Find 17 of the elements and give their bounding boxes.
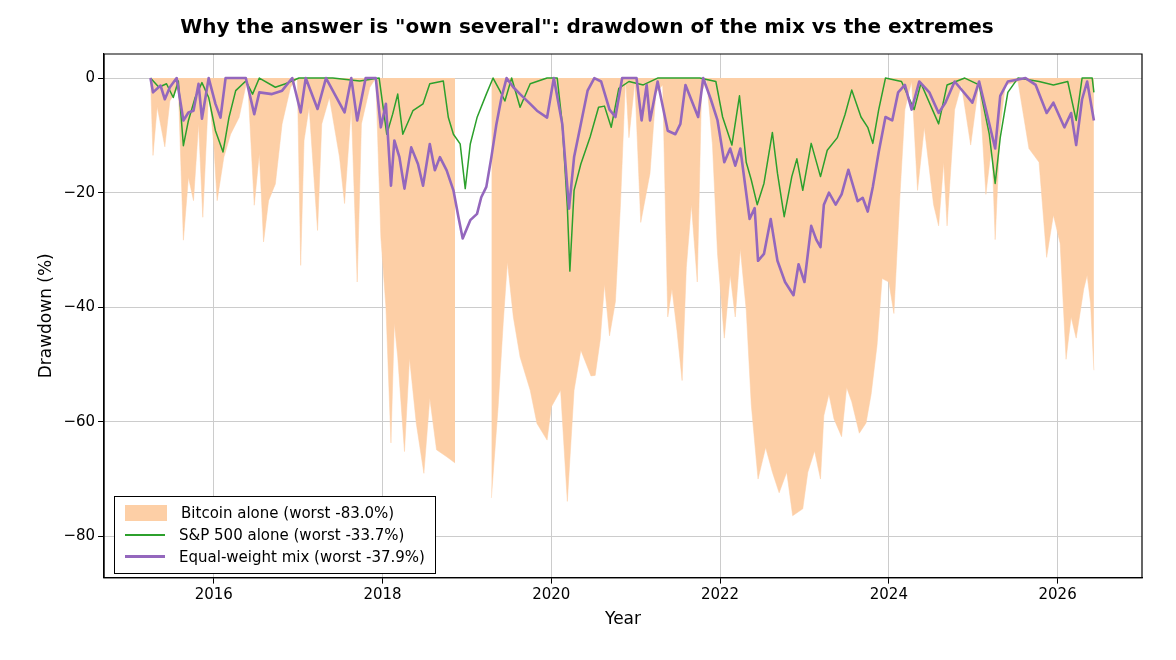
x-tick-label: 2018 (363, 585, 402, 604)
y-tick-label: −80 (63, 526, 96, 545)
y-tick-label: −60 (63, 411, 96, 430)
x-axis-title: Year (604, 608, 642, 629)
legend-label: S&P 500 alone (worst -33.7%) (179, 524, 405, 546)
x-tick-label: 2024 (869, 585, 908, 604)
legend-label: Bitcoin alone (worst -83.0%) (181, 502, 395, 524)
x-tick-label: 2026 (1038, 585, 1077, 604)
y-axis-title: Drawdown (%) (34, 253, 55, 379)
y-tick-label: −40 (63, 297, 96, 316)
legend-label: Equal-weight mix (worst -37.9%) (179, 546, 425, 568)
y-tick-label: 0 (85, 67, 96, 86)
x-tick-label: 2020 (532, 585, 571, 604)
chart-title: Why the answer is "own several": drawdown of the mix vs the extremes (180, 14, 994, 39)
x-tick-label: 2022 (700, 585, 740, 604)
y-tick-label: −20 (63, 182, 96, 201)
x-tick-label: 2016 (194, 585, 233, 604)
